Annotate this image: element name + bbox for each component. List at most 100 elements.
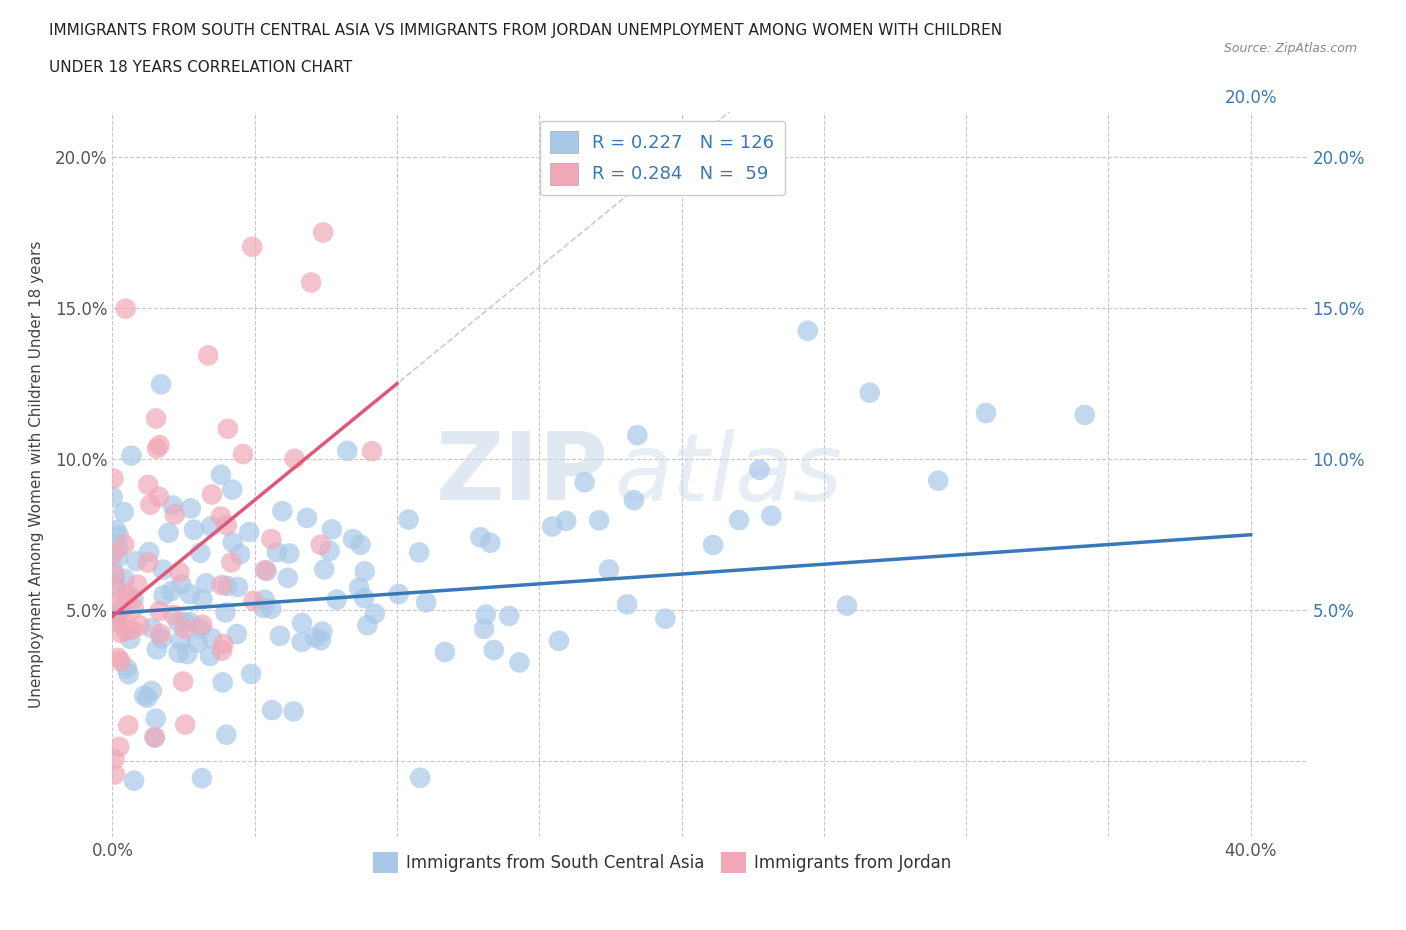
Point	[254, 563, 277, 578]
Point	[748, 462, 770, 477]
Point	[214, 605, 236, 620]
Point	[555, 513, 578, 528]
Point	[312, 225, 335, 240]
Point	[148, 438, 170, 453]
Point	[115, 593, 138, 608]
Point	[215, 518, 238, 533]
Point	[415, 595, 437, 610]
Point	[173, 621, 195, 636]
Point	[616, 597, 638, 612]
Point	[152, 588, 174, 603]
Point	[349, 538, 371, 552]
Point	[104, 577, 127, 591]
Y-axis label: Unemployment Among Women with Children Under 18 years: Unemployment Among Women with Children U…	[30, 241, 44, 708]
Point	[170, 577, 193, 591]
Point	[122, 773, 145, 788]
Point	[321, 522, 343, 537]
Legend: Immigrants from South Central Asia, Immigrants from Jordan: Immigrants from South Central Asia, Immi…	[366, 845, 959, 880]
Point	[217, 578, 239, 593]
Point	[211, 578, 233, 592]
Point	[295, 511, 318, 525]
Point	[482, 643, 505, 658]
Point	[101, 597, 124, 612]
Point	[221, 555, 243, 570]
Point	[114, 571, 136, 586]
Text: atlas: atlas	[614, 429, 842, 520]
Point	[388, 587, 411, 602]
Point	[134, 688, 156, 703]
Point	[195, 576, 218, 591]
Point	[114, 301, 136, 316]
Point	[408, 545, 430, 560]
Point	[101, 564, 124, 578]
Point	[835, 598, 858, 613]
Point	[311, 624, 333, 639]
Point	[201, 487, 224, 502]
Text: IMMIGRANTS FROM SOUTH CENTRAL ASIA VS IMMIGRANTS FROM JORDAN UNEMPLOYMENT AMONG : IMMIGRANTS FROM SOUTH CENTRAL ASIA VS IM…	[49, 23, 1002, 38]
Point	[145, 411, 167, 426]
Point	[111, 613, 134, 628]
Point	[162, 498, 184, 513]
Point	[278, 546, 301, 561]
Point	[472, 621, 495, 636]
Point	[107, 615, 129, 630]
Text: ZIP: ZIP	[436, 429, 609, 520]
Point	[169, 565, 191, 579]
Point	[149, 604, 172, 618]
Point	[498, 608, 520, 623]
Point	[588, 512, 610, 527]
Point	[146, 441, 169, 456]
Point	[211, 644, 233, 658]
Point	[342, 532, 364, 547]
Point	[146, 642, 169, 657]
Point	[253, 592, 276, 607]
Point	[148, 489, 170, 504]
Point	[598, 562, 620, 577]
Point	[209, 467, 232, 482]
Point	[117, 718, 139, 733]
Point	[103, 751, 125, 766]
Point	[291, 616, 314, 631]
Point	[266, 545, 288, 560]
Point	[121, 622, 143, 637]
Point	[107, 650, 129, 665]
Point	[143, 730, 166, 745]
Point	[226, 579, 249, 594]
Point	[104, 581, 127, 596]
Point	[277, 570, 299, 585]
Point	[163, 507, 186, 522]
Point	[470, 530, 492, 545]
Point	[136, 555, 159, 570]
Point	[103, 606, 125, 621]
Point	[179, 615, 201, 630]
Point	[626, 428, 648, 443]
Point	[136, 477, 159, 492]
Point	[149, 626, 172, 641]
Point	[974, 405, 997, 420]
Point	[238, 525, 260, 539]
Point	[157, 525, 180, 540]
Point	[128, 618, 150, 633]
Point	[169, 632, 191, 647]
Point	[240, 667, 263, 682]
Point	[229, 547, 252, 562]
Point	[167, 615, 190, 630]
Point	[174, 717, 197, 732]
Point	[283, 704, 305, 719]
Point	[176, 646, 198, 661]
Point	[859, 385, 882, 400]
Point	[198, 648, 221, 663]
Point	[200, 519, 222, 534]
Point	[120, 448, 142, 463]
Point	[172, 674, 194, 689]
Point	[226, 627, 249, 642]
Point	[180, 501, 202, 516]
Point	[284, 451, 307, 466]
Point	[398, 512, 420, 527]
Point	[152, 563, 174, 578]
Point	[479, 536, 502, 551]
Point	[107, 540, 129, 555]
Point	[309, 538, 332, 552]
Point	[141, 620, 163, 635]
Point	[256, 564, 278, 578]
